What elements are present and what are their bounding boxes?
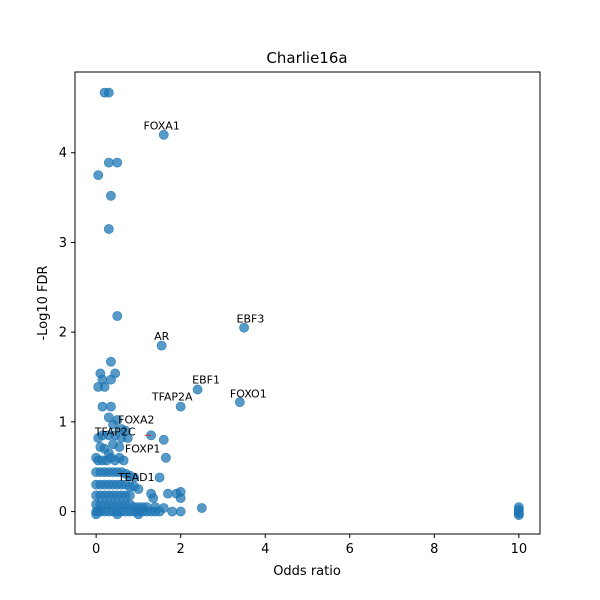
data-point [122,433,133,443]
data-point [112,157,123,168]
y-tick-label: 0 [59,505,67,520]
y-tick-label: 1 [59,415,67,430]
y-tick-label: 4 [59,146,67,161]
data-point [97,401,108,412]
y-tick-label: 2 [59,326,67,341]
data-point [513,510,524,521]
data-point [160,452,171,463]
data-point [163,488,173,499]
data-point [154,506,165,517]
annotation-label: TEAD1 [117,471,155,484]
data-point [154,472,165,483]
data-point [192,384,203,395]
data-point [108,419,118,430]
data-point [133,484,144,495]
data-point [148,493,159,504]
data-point [112,311,123,321]
data-point [114,442,125,452]
data-point [103,157,114,168]
y-axis-label: -Log10 FDR [36,265,51,340]
data-point [93,170,104,181]
data-point [91,509,102,520]
data-point [158,434,169,445]
annotation-label: TFAP2C [94,425,136,438]
data-point [234,397,245,408]
data-point [175,401,186,412]
x-tick-label: 2 [177,542,185,557]
data-point [167,506,178,517]
x-tick-label: 4 [261,542,269,557]
plot-frame [74,71,541,535]
data-point [125,490,135,501]
annotation-label: FOXP1 [125,442,160,455]
x-axis-label: Odds ratio [273,564,341,579]
data-point [106,401,116,412]
data-point [156,340,167,351]
data-point [112,509,123,520]
x-tick-label: 10 [511,542,528,557]
data-point [106,374,116,385]
annotation-label: AR [154,330,170,343]
data-point [196,503,207,513]
annotation-label: FOXA2 [118,414,154,427]
data-point [103,224,114,234]
annotation-label: EBF1 [192,373,220,386]
annotation-label: EBF3 [237,312,265,325]
data-point [103,87,114,98]
x-tick-label: 8 [430,542,438,557]
data-point [133,509,144,520]
chart-title: Charlie16a [266,49,347,67]
x-tick-label: 0 [92,542,100,557]
x-tick-label: 6 [346,542,354,557]
data-point [106,190,116,201]
annotation-label: TFAP2A [151,390,193,403]
annotation-label: FOXO1 [230,388,267,401]
data-point [158,129,169,140]
data-point [175,506,186,517]
data-point [175,493,186,504]
data-point [118,455,129,466]
y-tick-label: 3 [59,236,67,251]
data-point [239,322,249,333]
annotation-label: FOXA1 [143,119,179,132]
data-point [106,356,116,367]
data-point [97,374,108,385]
